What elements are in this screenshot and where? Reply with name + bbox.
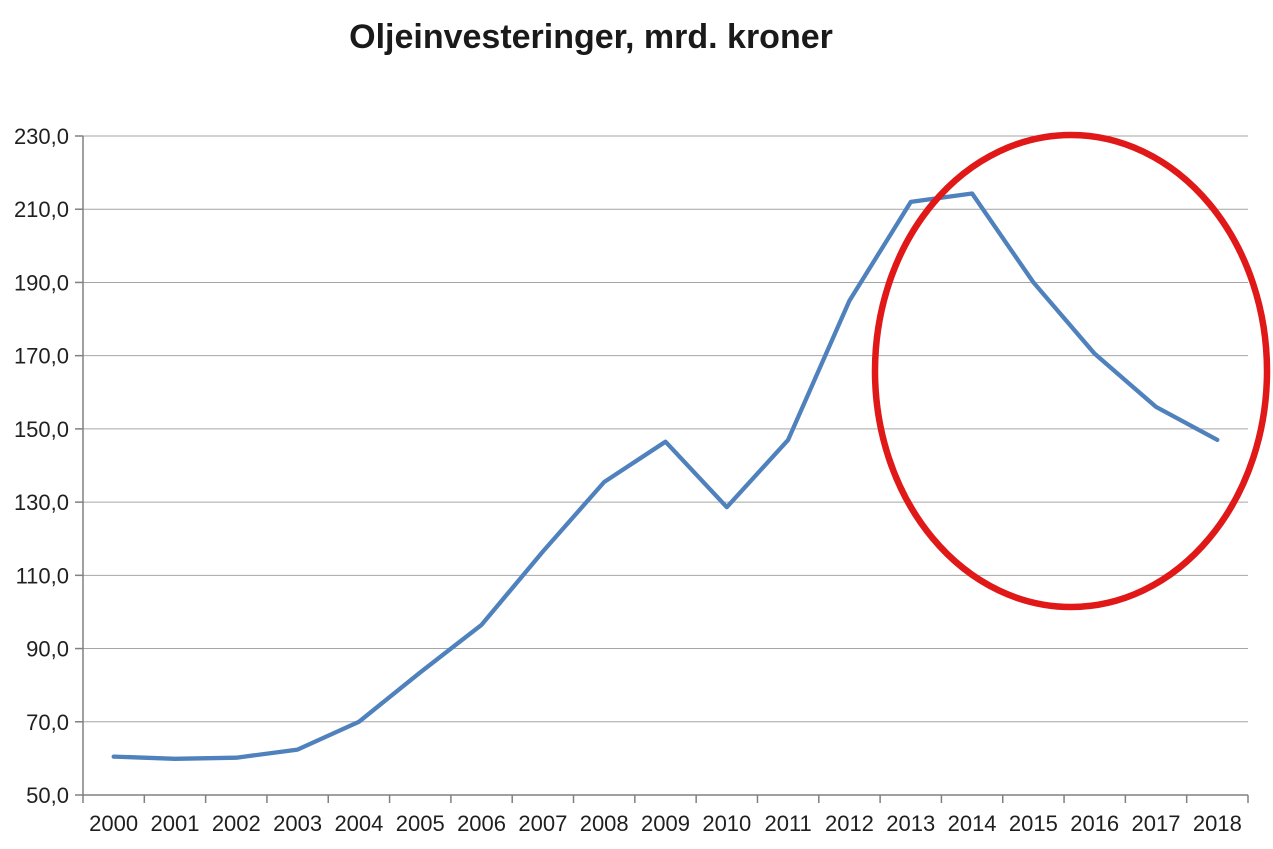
y-axis-label: 110,0 (16, 563, 69, 588)
x-axis-label: 2005 (396, 811, 445, 836)
x-axis-label: 2001 (150, 811, 199, 836)
y-axis-label: 210,0 (14, 197, 69, 222)
x-axis-label: 2016 (1070, 811, 1119, 836)
y-axis-label: 90,0 (26, 637, 69, 662)
chart-title: Oljeinvesteringer, mrd. kroner (349, 18, 833, 56)
x-axis-label: 2000 (89, 811, 138, 836)
x-axis-label: 2018 (1193, 811, 1242, 836)
x-axis-label: 2017 (1132, 811, 1181, 836)
x-axis-label: 2007 (518, 811, 567, 836)
x-axis-label: 2004 (334, 811, 383, 836)
y-axis-label: 130,0 (14, 490, 69, 515)
x-axis-label: 2012 (825, 811, 874, 836)
y-axis-label: 170,0 (14, 344, 69, 369)
x-axis-label: 2009 (641, 811, 690, 836)
highlight-ellipse (871, 131, 1271, 611)
x-axis-label: 2003 (273, 811, 322, 836)
x-axis-label: 2002 (212, 811, 261, 836)
y-axis-label: 190,0 (14, 270, 69, 295)
x-axis-label: 2014 (948, 811, 997, 836)
y-axis-label: 150,0 (14, 417, 69, 442)
y-axis-label: 230,0 (14, 124, 69, 149)
x-axis-label: 2013 (886, 811, 935, 836)
x-axis-label: 2006 (457, 811, 506, 836)
y-axis-label: 70,0 (26, 710, 69, 735)
x-axis-label: 2011 (764, 811, 811, 836)
y-axis-label: 50,0 (26, 783, 69, 808)
x-axis-label: 2015 (1009, 811, 1058, 836)
x-axis-label: 2010 (702, 811, 751, 836)
data-series-line (111, 191, 1220, 761)
x-axis-label: 2008 (580, 811, 629, 836)
